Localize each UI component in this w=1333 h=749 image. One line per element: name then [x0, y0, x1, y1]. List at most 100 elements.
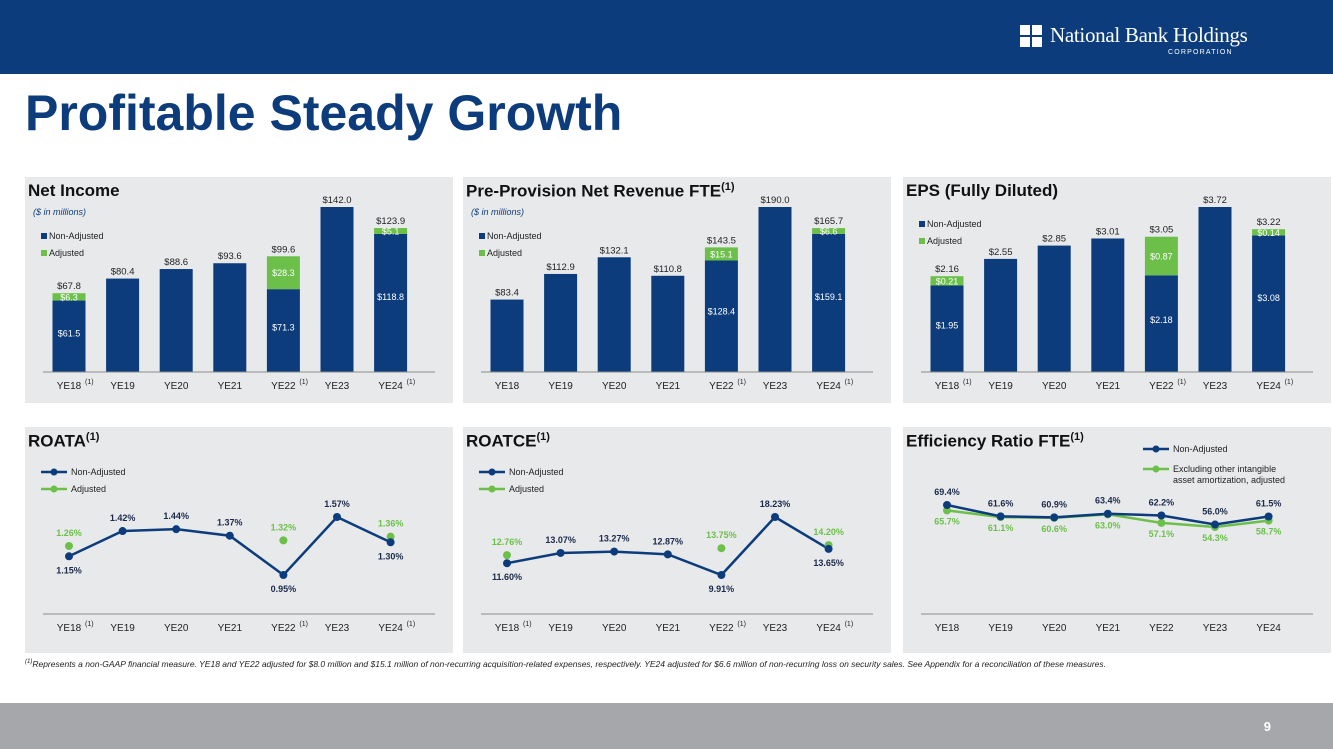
x-tick-label: YE19 [110, 381, 135, 392]
chart-svg: Non-Adjusted Adjusted $0.21 $1.95 $2.16 $2.55… [919, 195, 1313, 392]
x-tick-label: YE23 [325, 623, 350, 634]
bar-adjusted [812, 228, 846, 234]
x-tick-label: YE20 [1042, 623, 1067, 634]
non-adjusted-point [279, 571, 288, 579]
non-adjusted-point [1050, 513, 1059, 522]
bar-adjusted [1144, 236, 1178, 276]
non-adjusted-point-label: 11.60% [492, 572, 522, 582]
x-tick-label: YE19 [988, 623, 1013, 634]
x-tick-label: YE24 [1256, 381, 1281, 392]
chart-subtitle: ($ in millions) [471, 207, 525, 217]
bar-non-adjusted [984, 258, 1018, 372]
legend-marker-non-adjusted [1152, 445, 1160, 453]
bar-non-adjusted [1198, 207, 1232, 372]
non-adjusted-point-label: 61.6% [988, 498, 1014, 508]
total-value-label: $112.9 [546, 262, 574, 273]
x-tick-label: YE21 [218, 381, 243, 392]
logo-squares-icon [1020, 25, 1042, 47]
bar-non-adjusted [758, 207, 792, 372]
x-tick-label: YE22 [1149, 623, 1174, 634]
x-tick-label: YE20 [1042, 381, 1067, 392]
x-tick-label: YE18 [935, 381, 960, 392]
non-adjusted-point-label: 61.5% [1256, 499, 1282, 509]
legend-label-adjusted: Adjusted [927, 236, 962, 246]
adjusted-point-label: 63.0% [1095, 520, 1121, 530]
adjusted-value-label: $6.6 [820, 226, 838, 236]
legend-label-adjusted: Adjusted [71, 484, 106, 494]
adjusted-point-label: 61.1% [988, 523, 1014, 533]
bar-non-adjusted [159, 269, 193, 372]
chart-title-text: ROATCE [466, 431, 537, 451]
non-adjusted-point [663, 550, 672, 559]
x-tick-footnote: (1) [737, 379, 746, 386]
adjusted-point [503, 551, 511, 560]
bar-non-adjusted [490, 299, 524, 372]
x-tick-footnote: (1) [845, 621, 854, 628]
adjusted-point-label: 60.6% [1041, 524, 1067, 534]
non-adjusted-point [172, 525, 181, 534]
total-value-label: $80.4 [111, 267, 135, 278]
base-value-label: $61.5 [58, 329, 81, 339]
total-value-label: $190.0 [760, 195, 789, 206]
non-adjusted-point-label: 63.4% [1095, 496, 1121, 506]
non-adjusted-point [503, 559, 511, 568]
non-adjusted-point [118, 527, 127, 536]
bar-adjusted [374, 228, 408, 234]
legend-swatch-adjusted [919, 238, 925, 244]
non-adjusted-point [65, 552, 73, 561]
bar-adjusted [52, 293, 86, 301]
non-adjusted-point-label: 60.9% [1041, 499, 1067, 509]
legend-marker-non-adjusted [488, 468, 496, 476]
header-bar: National Bank Holdings CORPORATION [0, 0, 1333, 74]
legend-label-non-adjusted: Non-Adjusted [71, 467, 126, 477]
legend-label-non-adjusted: Non-Adjusted [1173, 444, 1228, 454]
non-adjusted-point-label: 13.07% [545, 535, 576, 545]
non-adjusted-point-label: 1.42% [110, 513, 136, 523]
legend-swatch-non-adjusted [479, 233, 485, 239]
x-tick-label: YE23 [763, 623, 788, 634]
non-adjusted-point [1264, 512, 1273, 521]
legend-swatch-non-adjusted [919, 221, 925, 227]
x-tick-label: YE22 [709, 623, 734, 634]
non-adjusted-point-label: 56.0% [1202, 507, 1228, 517]
x-tick-label: YE23 [763, 381, 788, 392]
base-value-label: $159.1 [815, 292, 843, 302]
total-value-label: $110.8 [654, 264, 682, 275]
x-tick-label: YE19 [548, 623, 573, 634]
total-value-label: $3.72 [1203, 195, 1227, 206]
footnote: (1)Represents a non-GAAP financial measu… [25, 659, 1106, 669]
bar-non-adjusted [106, 278, 140, 372]
chart-title-footnote: (1) [1070, 431, 1084, 443]
x-tick-label: YE24 [378, 381, 403, 392]
chart-svg: Non-Adjusted Adjusted 12.76% 13.75% 14.20% 11… [479, 467, 873, 634]
x-tick-footnote: (1) [299, 379, 308, 386]
bar-non-adjusted [1144, 275, 1178, 372]
x-tick-label: YE19 [548, 381, 573, 392]
adjusted-point-label: 1.32% [271, 522, 297, 532]
bar-non-adjusted [930, 285, 964, 372]
x-tick-label: YE22 [1149, 381, 1174, 392]
bar-non-adjusted [704, 260, 738, 372]
total-value-label: $3.01 [1096, 226, 1120, 237]
non-adjusted-point-label: 0.95% [271, 584, 297, 594]
base-value-label: $71.3 [272, 322, 295, 332]
bar-non-adjusted [213, 263, 247, 372]
base-value-label: $2.18 [1150, 315, 1173, 325]
x-tick-label: YE18 [57, 381, 82, 392]
chart-title-footnote: (1) [721, 181, 735, 193]
total-value-label: $3.05 [1150, 225, 1174, 236]
adjusted-point-label: 1.36% [378, 519, 404, 529]
bar-non-adjusted [52, 300, 86, 372]
x-tick-footnote: (1) [1285, 379, 1294, 386]
x-tick-label: YE22 [709, 381, 734, 392]
x-tick-footnote: (1) [407, 379, 416, 386]
non-adjusted-point [1103, 509, 1112, 518]
bar-adjusted [266, 256, 300, 290]
x-tick-footnote: (1) [737, 621, 746, 628]
bar-non-adjusted [320, 207, 354, 372]
non-adjusted-point [386, 538, 395, 547]
total-value-label: $2.55 [989, 247, 1013, 258]
non-adjusted-point-label: 12.87% [653, 536, 684, 546]
x-tick-footnote: (1) [523, 621, 532, 628]
non-adjusted-point [556, 548, 565, 557]
